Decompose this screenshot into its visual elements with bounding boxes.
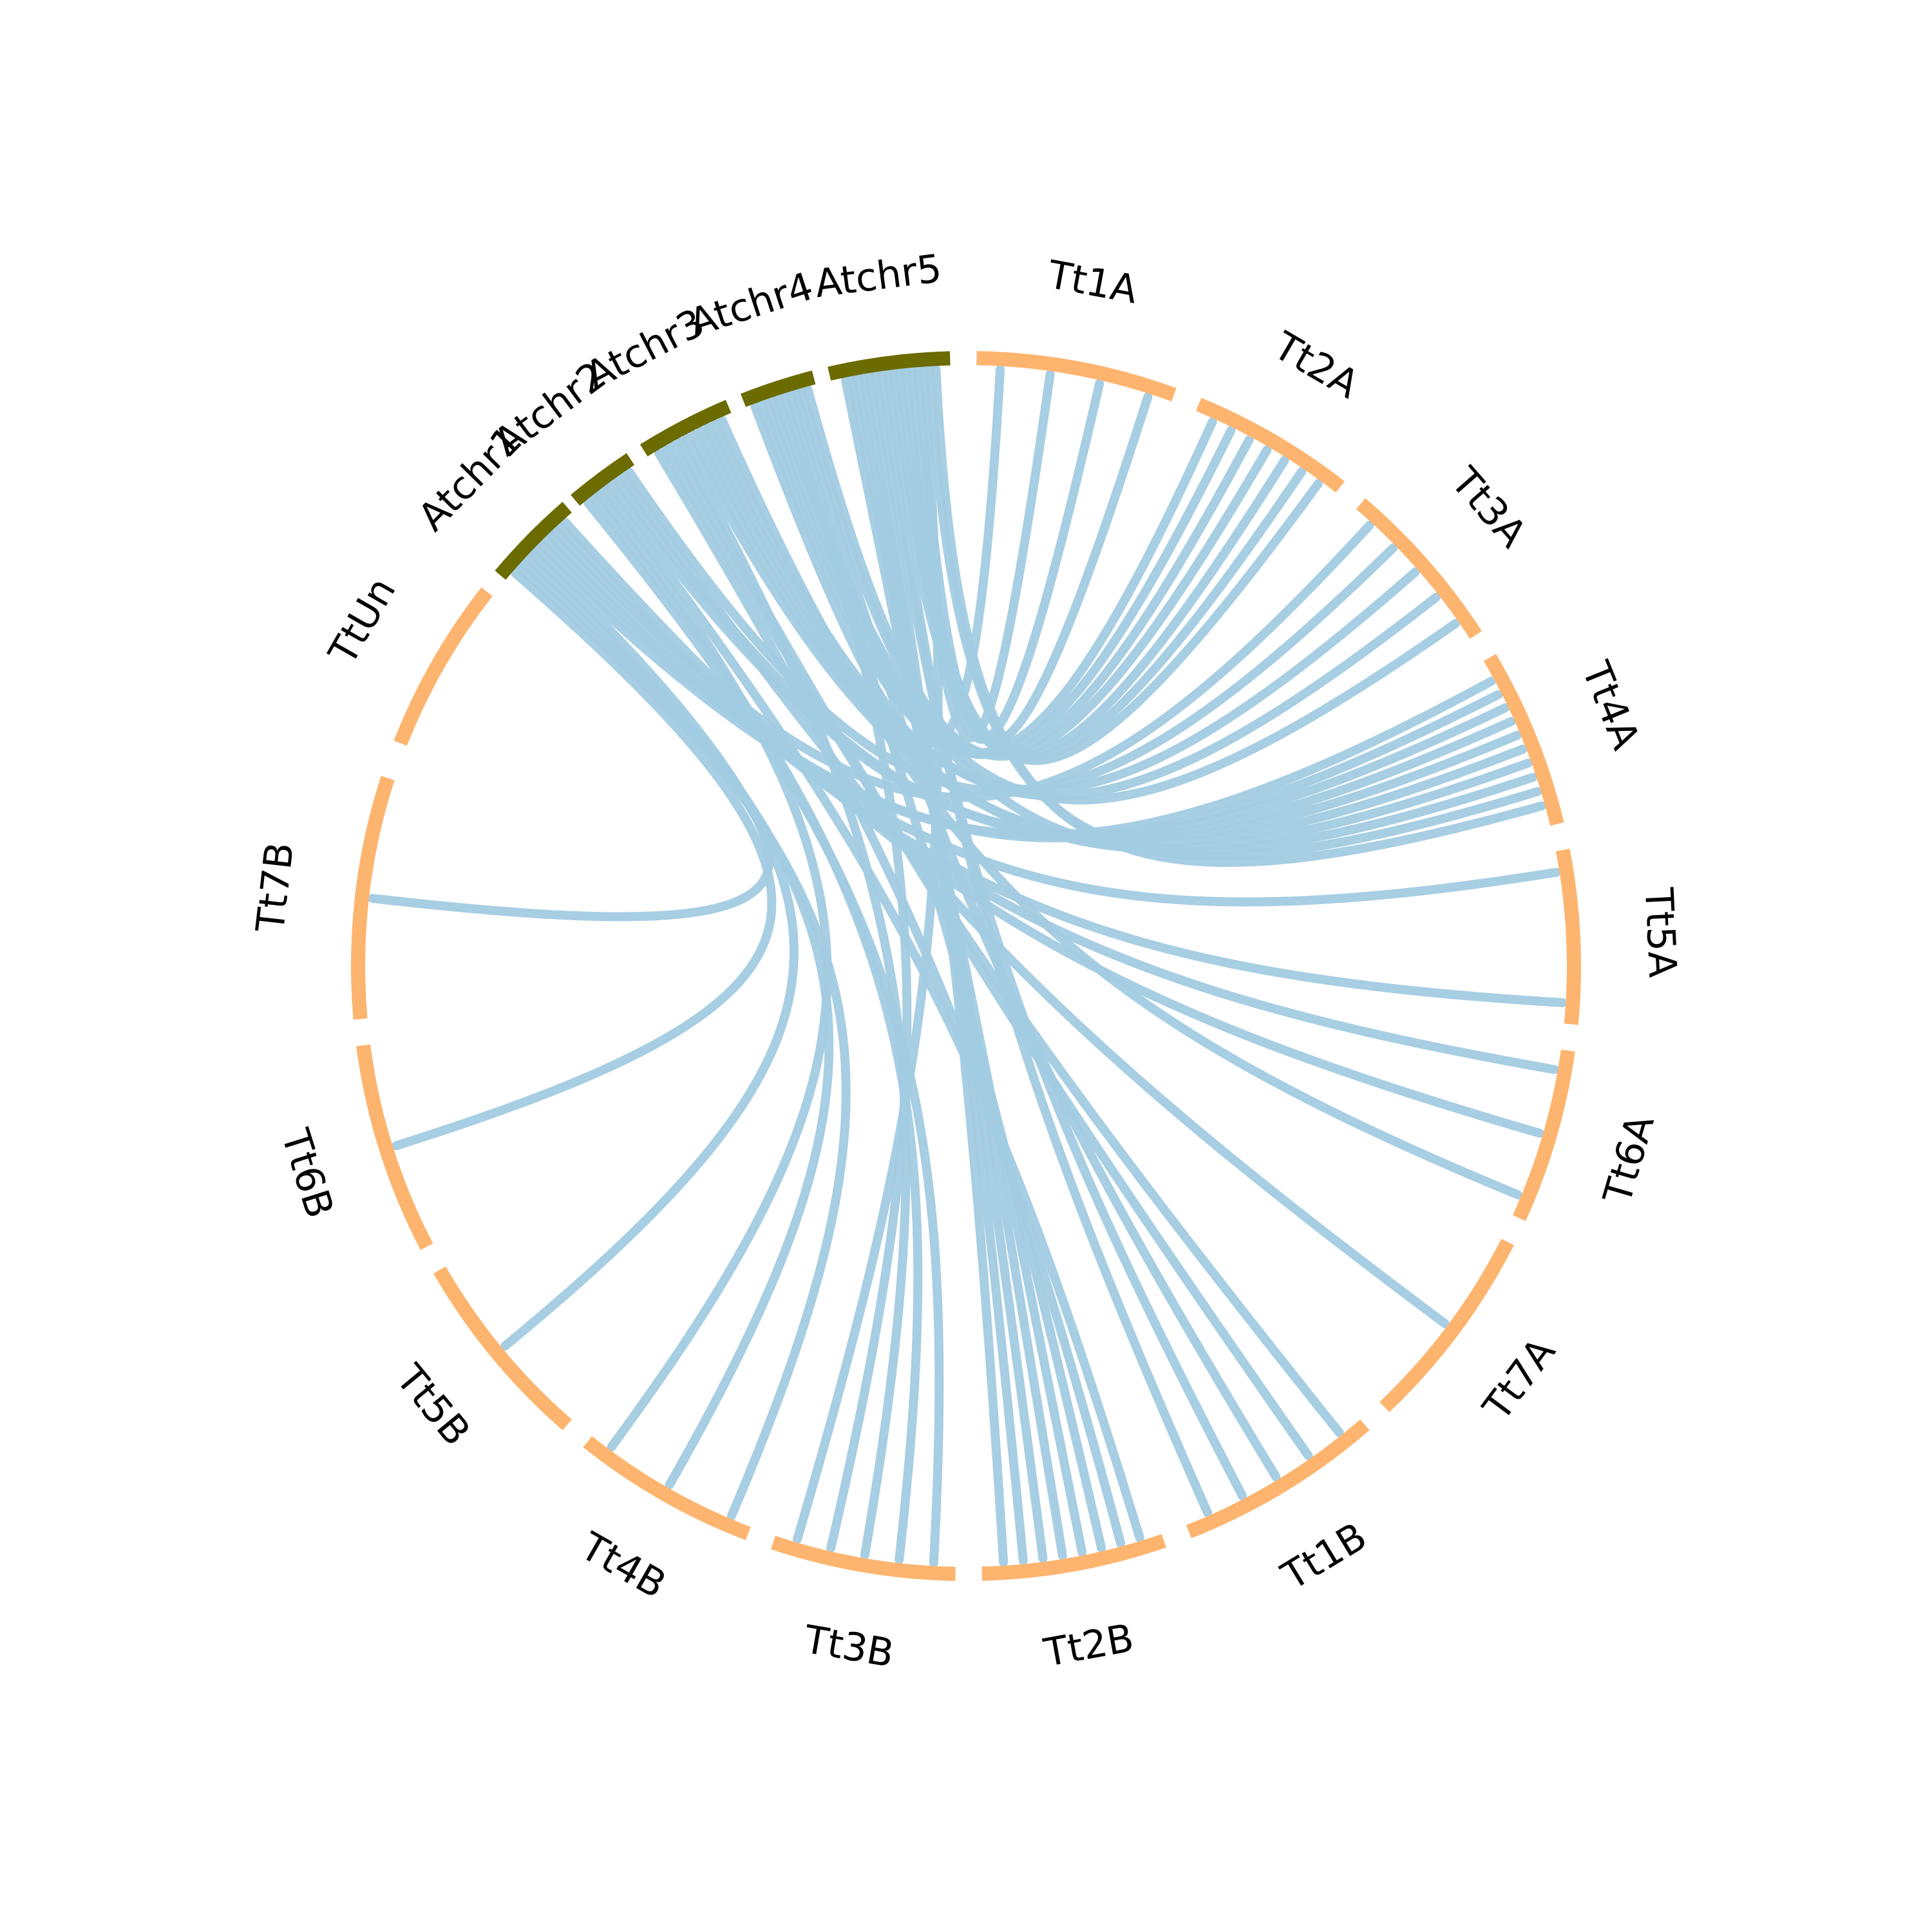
link-Atchr3-Tt4A-26 [696, 426, 1533, 853]
link-Atchr5-Tt3B-53 [792, 365, 943, 1544]
link-Atchr5-Tt4A-55 [931, 365, 1547, 867]
link-Atchr5-Tt4A-54 [925, 365, 1542, 861]
segment-label-Tt6B: Tt6B [272, 1124, 342, 1224]
segment-Tt2B [981, 1534, 1166, 1581]
link-Atchr3-Tt6A-29 [717, 415, 1523, 1200]
segment-label-Tt5A: Tt5A [1636, 886, 1685, 979]
segment-TtUn [393, 587, 493, 746]
segment-Tt4B [583, 1436, 751, 1540]
segment-Tt7A [1379, 1238, 1514, 1412]
segment-label-Tt1A: Tt1A [1044, 252, 1141, 312]
link-Atchr1-Tt5B-4 [500, 549, 799, 1351]
segment-Atchr3 [639, 399, 732, 457]
link-Atchr4-Tt2A-39 [803, 385, 1272, 761]
link-Atchr4-Tt3B-36 [785, 390, 912, 1553]
segment-Tt7B [351, 775, 395, 1020]
segment-Tt6A [1512, 1049, 1575, 1222]
segment-label-Tt3B: Tt3B [800, 1617, 897, 1677]
segment-label-TtUn: TtUn [320, 570, 405, 672]
link-Atchr2-Tt2B-15 [601, 484, 1144, 1542]
segment-label-Tt2A: Tt2A [1265, 323, 1367, 408]
segment-label-Tt5B: Tt5B [386, 1356, 478, 1454]
segment-Tt3A [1356, 498, 1482, 639]
link-Atchr5-Tt1B-46 [876, 370, 1213, 1517]
links-layer [367, 365, 1567, 1567]
segment-label-Tt7B: Tt7B [248, 840, 303, 936]
link-Atchr3-Tt2B-20 [654, 448, 1126, 1548]
segment-Tt4A [1483, 654, 1564, 826]
segment-Tt1A [976, 351, 1177, 402]
link-Atchr1-Tt6A-11 [561, 518, 1544, 1138]
segment-label-Tt4B: Tt4B [573, 1524, 674, 1608]
segment-Tt3B [770, 1535, 956, 1581]
segment-Atchr4 [740, 370, 816, 407]
segment-label-Tt4A: Tt4A [1573, 655, 1649, 755]
link-Atchr2-Tt3A-19 [625, 468, 1398, 796]
segment-label-Tt3A: Tt3A [1442, 459, 1535, 556]
link-Atchr5-Tt2B-44 [865, 372, 1009, 1567]
segment-Tt2A [1196, 397, 1345, 493]
segment-label-Atchr4: Atchr4 [684, 264, 819, 346]
segment-Tt1B [1186, 1419, 1370, 1539]
segment-label-Tt2B: Tt2B [1040, 1616, 1137, 1676]
segment-Tt5B [433, 1266, 572, 1430]
segment-label-Tt1B: Tt1B [1274, 1514, 1374, 1600]
segment-label-Tt6A: Tt6A [1595, 1110, 1663, 1209]
segment-label-Atchr5: Atchr5 [812, 246, 944, 307]
segments-layer [351, 351, 1581, 1581]
segment-label-Tt7A: Tt7A [1474, 1330, 1564, 1429]
link-Atchr2-Tt4B-14 [595, 489, 832, 1452]
segment-Tt6B [356, 1044, 433, 1250]
segment-Tt5A [1555, 848, 1581, 1025]
segment-Atchr2 [571, 453, 635, 506]
link-Atchr1-Tt5A-8 [546, 531, 1567, 1007]
link-Atchr4-Tt1A-30 [750, 365, 1005, 748]
segment-Atchr5 [828, 351, 951, 381]
segment-Atchr1 [495, 502, 572, 580]
link-Atchr1-Tt6B-0 [391, 569, 777, 1151]
link-Atchr3-Tt3B-23 [675, 437, 911, 1560]
